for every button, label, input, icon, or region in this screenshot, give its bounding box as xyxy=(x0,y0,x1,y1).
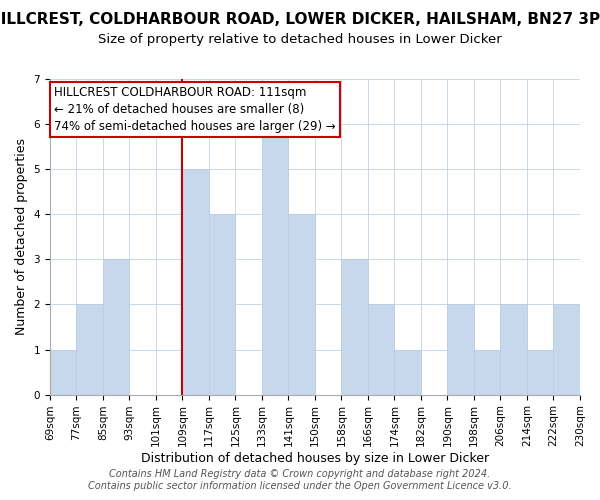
Bar xyxy=(50,350,76,395)
Bar xyxy=(76,304,103,394)
Bar xyxy=(500,304,527,394)
Bar xyxy=(553,304,580,394)
Text: HILLCREST, COLDHARBOUR ROAD, LOWER DICKER, HAILSHAM, BN27 3PU: HILLCREST, COLDHARBOUR ROAD, LOWER DICKE… xyxy=(0,12,600,28)
Text: Size of property relative to detached houses in Lower Dicker: Size of property relative to detached ho… xyxy=(98,32,502,46)
Text: Contains HM Land Registry data © Crown copyright and database right 2024.
Contai: Contains HM Land Registry data © Crown c… xyxy=(88,470,512,491)
Bar xyxy=(209,214,235,394)
Bar xyxy=(341,260,368,394)
Bar xyxy=(262,124,289,394)
X-axis label: Distribution of detached houses by size in Lower Dicker: Distribution of detached houses by size … xyxy=(141,452,489,465)
Bar xyxy=(289,214,315,394)
Bar xyxy=(182,169,209,394)
Text: HILLCREST COLDHARBOUR ROAD: 111sqm
← 21% of detached houses are smaller (8)
74% : HILLCREST COLDHARBOUR ROAD: 111sqm ← 21%… xyxy=(54,86,335,133)
Bar xyxy=(368,304,394,394)
Bar xyxy=(394,350,421,395)
Bar xyxy=(448,304,474,394)
Bar xyxy=(474,350,500,395)
Bar xyxy=(103,260,130,394)
Bar xyxy=(527,350,553,395)
Y-axis label: Number of detached properties: Number of detached properties xyxy=(15,138,28,336)
